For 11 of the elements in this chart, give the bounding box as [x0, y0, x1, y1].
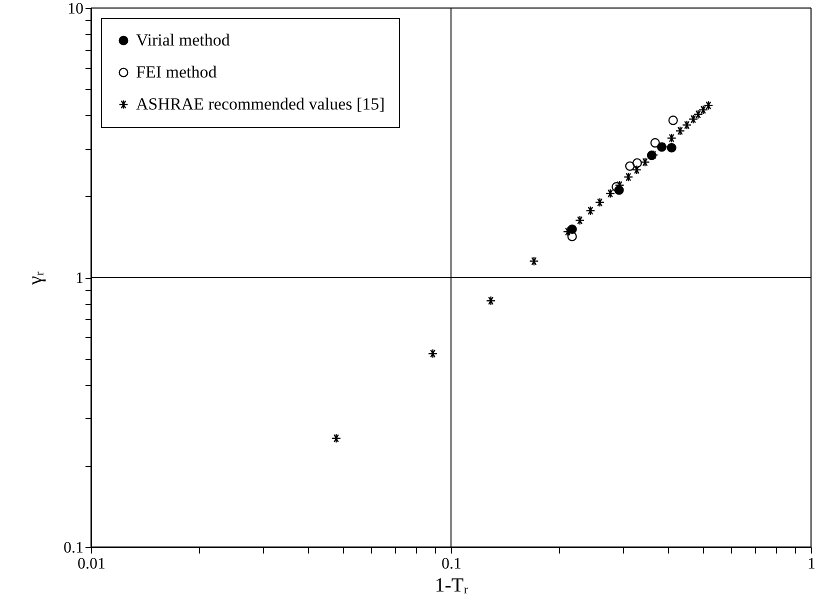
legend-label: ASHRAE recommended values [15]	[136, 94, 385, 114]
legend-label: FEI method	[136, 62, 218, 82]
y-axis-title: γᵣ	[24, 270, 46, 286]
y-tick-label: 1	[76, 270, 84, 287]
y-tick-label: 0.1	[64, 540, 84, 556]
x-tick-label: 1	[808, 556, 816, 572]
x-tick-label: 0.01	[78, 556, 106, 572]
x-axis-title: 1-Tᵣ	[434, 574, 469, 596]
x-tick-label: 0.1	[442, 556, 462, 572]
y-tick-label: 10	[68, 0, 84, 18]
legend-label: Virial method	[136, 30, 230, 50]
